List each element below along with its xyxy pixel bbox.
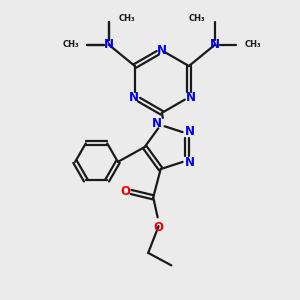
Text: N: N — [185, 91, 195, 104]
Text: O: O — [121, 185, 130, 198]
Text: N: N — [185, 125, 195, 138]
Text: CH₃: CH₃ — [118, 14, 135, 23]
Text: N: N — [210, 38, 220, 51]
Text: N: N — [152, 117, 162, 130]
Text: N: N — [185, 156, 195, 169]
Text: CH₃: CH₃ — [245, 40, 261, 49]
Text: CH₃: CH₃ — [62, 40, 79, 49]
Text: O: O — [154, 220, 164, 233]
Text: N: N — [104, 38, 114, 51]
Text: CH₃: CH₃ — [189, 14, 206, 23]
Text: N: N — [157, 44, 167, 57]
Text: N: N — [128, 91, 138, 104]
